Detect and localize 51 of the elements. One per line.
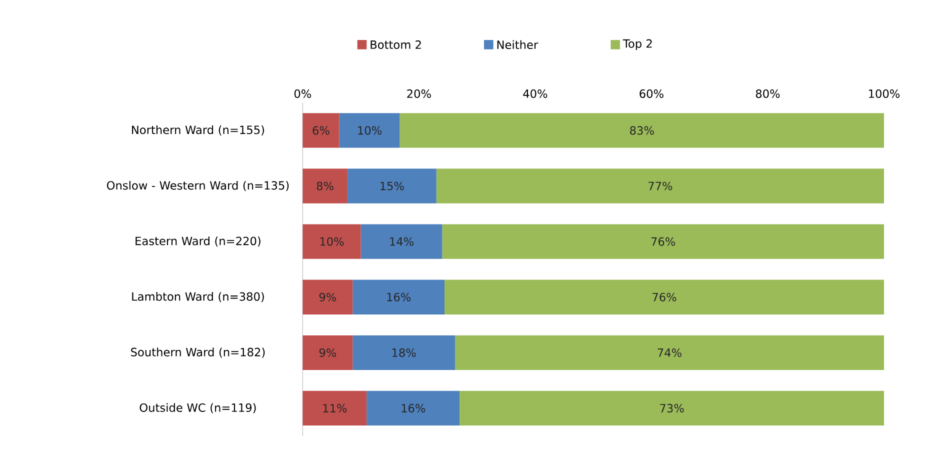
y-tick-label: Lambton Ward (n=380) bbox=[132, 292, 264, 302]
y-tick-label: Eastern Ward (n=220) bbox=[136, 236, 260, 247]
y-tick-label: Southern Ward (n=182) bbox=[131, 348, 265, 358]
y-tick-label: Onslow - Western Ward (n=135) bbox=[106, 180, 289, 192]
data-label: 10% bbox=[358, 126, 382, 135]
data-label: 6% bbox=[312, 126, 330, 135]
bar bbox=[302, 168, 348, 204]
data-label: 74% bbox=[658, 348, 682, 357]
bar bbox=[352, 335, 455, 370]
bar bbox=[442, 224, 884, 259]
data-label: 76% bbox=[652, 292, 676, 302]
data-label: 15% bbox=[380, 182, 404, 190]
bar bbox=[302, 280, 353, 314]
bar bbox=[302, 224, 361, 259]
data-label: 9% bbox=[319, 348, 336, 357]
data-label: 76% bbox=[651, 237, 676, 246]
bar bbox=[400, 113, 884, 148]
legend-label: Bottom 2 bbox=[370, 40, 421, 49]
legend-label: Top 2 bbox=[622, 39, 652, 50]
bar bbox=[302, 390, 367, 426]
x-tick-label: 80% bbox=[756, 89, 780, 98]
bar bbox=[302, 335, 353, 370]
data-label: 16% bbox=[402, 404, 426, 412]
data-label: 16% bbox=[387, 292, 411, 302]
x-tick-label: 100% bbox=[869, 89, 900, 98]
data-label: 18% bbox=[392, 348, 416, 357]
data-label: 83% bbox=[630, 126, 654, 135]
data-label: 10% bbox=[320, 237, 344, 246]
y-tick-label: Outside WC (n=119) bbox=[140, 403, 256, 414]
x-tick-label: 20% bbox=[407, 89, 431, 98]
bar bbox=[352, 280, 445, 314]
bar bbox=[360, 224, 442, 259]
bar bbox=[302, 113, 340, 148]
x-tick-label: 40% bbox=[523, 89, 548, 98]
bar bbox=[366, 390, 460, 426]
bar bbox=[339, 113, 400, 148]
data-label: 77% bbox=[648, 182, 672, 190]
data-label: 11% bbox=[323, 404, 347, 412]
bar bbox=[460, 390, 884, 426]
data-label: 73% bbox=[660, 404, 684, 412]
bar bbox=[436, 168, 884, 204]
bar bbox=[347, 168, 436, 204]
data-label: 8% bbox=[316, 182, 334, 190]
bar bbox=[454, 335, 884, 370]
x-tick-label: 0% bbox=[294, 89, 312, 98]
bar bbox=[444, 280, 884, 314]
legend-label: Neither bbox=[497, 40, 538, 50]
data-label: 9% bbox=[319, 292, 336, 302]
y-tick-label: Northern Ward (n=155) bbox=[132, 125, 264, 136]
data-label: 14% bbox=[390, 237, 414, 246]
x-tick-label: 60% bbox=[640, 89, 664, 98]
